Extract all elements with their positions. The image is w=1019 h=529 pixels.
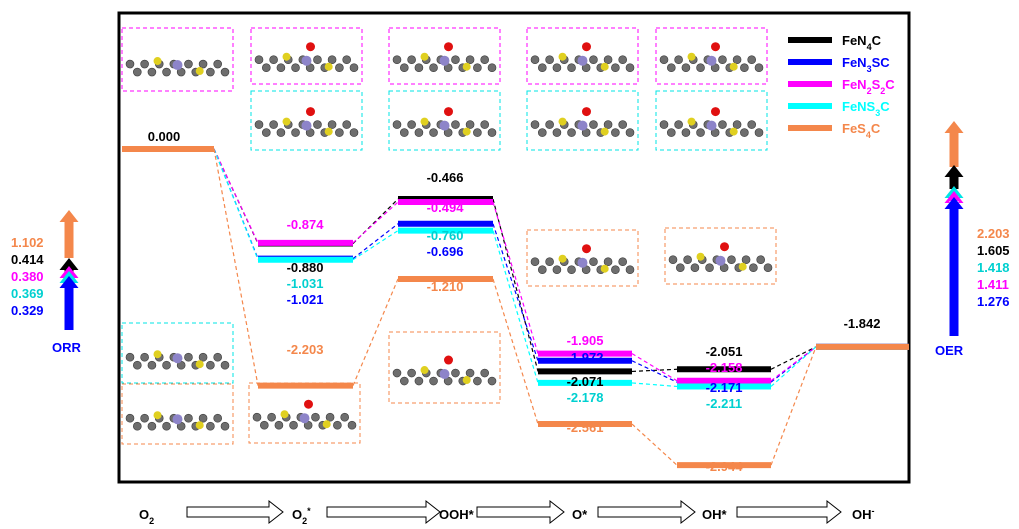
level-connector: [492, 201, 539, 354]
structure-thumbnail: [250, 90, 363, 151]
structure-thumbnail: [655, 90, 768, 151]
orr-value: 0.369: [11, 286, 44, 301]
level-connector: [352, 230, 399, 261]
oer-value: 1.411: [977, 277, 1009, 292]
level-connector: [770, 346, 817, 370]
level-connector: [352, 223, 399, 260]
level-value-label: -1.031: [287, 276, 324, 291]
oer-value: 1.276: [977, 294, 1010, 309]
step-arrow: [597, 499, 696, 525]
gap-arrow: [944, 121, 964, 167]
oer-value: 1.418: [977, 260, 1010, 275]
level-value-label: -1.842: [844, 316, 881, 331]
level-connector: [631, 353, 678, 382]
structure-thumbnail: [388, 90, 501, 151]
level-value-label: -0.880: [287, 260, 324, 275]
oer-value: 2.203: [977, 226, 1010, 241]
step-arrow: [186, 499, 284, 525]
level-value-label: -2.051: [706, 344, 743, 359]
structure-thumbnail: [248, 382, 361, 444]
structure-thumbnail: [526, 90, 639, 151]
level-value-label: -1.905: [567, 333, 604, 348]
reaction-step-label: O*: [572, 507, 588, 522]
legend-entry: FeN2S2C: [842, 77, 895, 96]
level-connector: [770, 346, 817, 466]
level-connector: [631, 382, 678, 388]
orr-value: 0.414: [11, 252, 44, 267]
legend-entry: FeN3SC: [842, 55, 890, 74]
orr-label: ORR: [52, 340, 82, 355]
level-connector: [631, 368, 678, 373]
legend-entry: FeNS3C: [842, 99, 890, 118]
level-connector: [770, 346, 817, 387]
orr-value: 0.329: [11, 303, 44, 318]
level-connector: [492, 230, 539, 384]
level-value-label: -2.944: [706, 459, 744, 474]
level-connector: [492, 198, 539, 372]
step-arrow: [476, 499, 565, 525]
level-connector: [770, 346, 817, 383]
orr-value: 1.102: [11, 235, 44, 250]
level-value-label: -2.071: [567, 374, 604, 389]
level-value-label: -1.210: [427, 279, 464, 294]
level-connector: [492, 278, 539, 425]
level-value-label: -0.696: [427, 244, 464, 259]
level-value-label: -2.211: [706, 396, 742, 411]
orr-value: 0.380: [11, 269, 44, 284]
legend-entry: FeS4C: [842, 121, 881, 140]
structure-thumbnail: [526, 27, 639, 85]
structure-thumbnail: [121, 322, 234, 384]
level-value-label: 0.000: [148, 129, 181, 144]
structure-thumbnail: [121, 383, 234, 445]
structure-thumbnail: [664, 227, 777, 285]
level-connector: [213, 148, 259, 260]
step-arrow: [736, 499, 842, 525]
reaction-step-label: OOH*: [439, 507, 475, 522]
level-value-label: -0.466: [427, 170, 464, 185]
structure-thumbnail: [388, 27, 501, 85]
level-connector: [352, 278, 399, 386]
level-value-label: -0.760: [427, 228, 464, 243]
gap-arrow: [59, 276, 79, 330]
legend-entry: FeN4C: [842, 33, 882, 52]
level-value-label: -2.178: [567, 390, 604, 405]
gap-arrow: [944, 197, 964, 336]
level-value-label: -2.203: [287, 342, 324, 357]
structure-thumbnail: [250, 27, 363, 85]
level-connector: [492, 223, 539, 361]
reaction-step-label: O2*: [292, 506, 311, 526]
level-value-label: -1.972: [567, 350, 604, 365]
level-value-label: -2.171: [706, 380, 743, 395]
structure-thumbnail: [655, 27, 768, 85]
level-connector: [631, 360, 678, 383]
level-connector: [770, 346, 817, 382]
oer-value: 1.605: [977, 243, 1010, 258]
structure-thumbnail: [121, 27, 234, 92]
reaction-step-label: O2: [139, 507, 154, 526]
structure-thumbnail: [526, 229, 639, 287]
level-connector: [213, 148, 259, 386]
reaction-step-label: OH-: [852, 506, 875, 522]
level-connector: [213, 148, 259, 244]
structure-thumbnail: [388, 331, 501, 404]
reaction-step-label: OH*: [702, 507, 728, 522]
step-arrow: [326, 499, 441, 525]
gap-arrow: [59, 210, 79, 258]
level-value-label: -0.874: [287, 217, 325, 232]
level-value-label: -2.158: [706, 360, 743, 375]
level-value-label: -0.494: [427, 200, 465, 215]
plot-frame: [117, 11, 911, 484]
gap-arrow: [944, 165, 964, 189]
level-connector: [631, 423, 678, 466]
level-value-label: -1.021: [287, 292, 324, 307]
level-value-label: -2.561: [567, 420, 604, 435]
level-connector: [352, 201, 399, 244]
oer-label: OER: [935, 343, 964, 358]
